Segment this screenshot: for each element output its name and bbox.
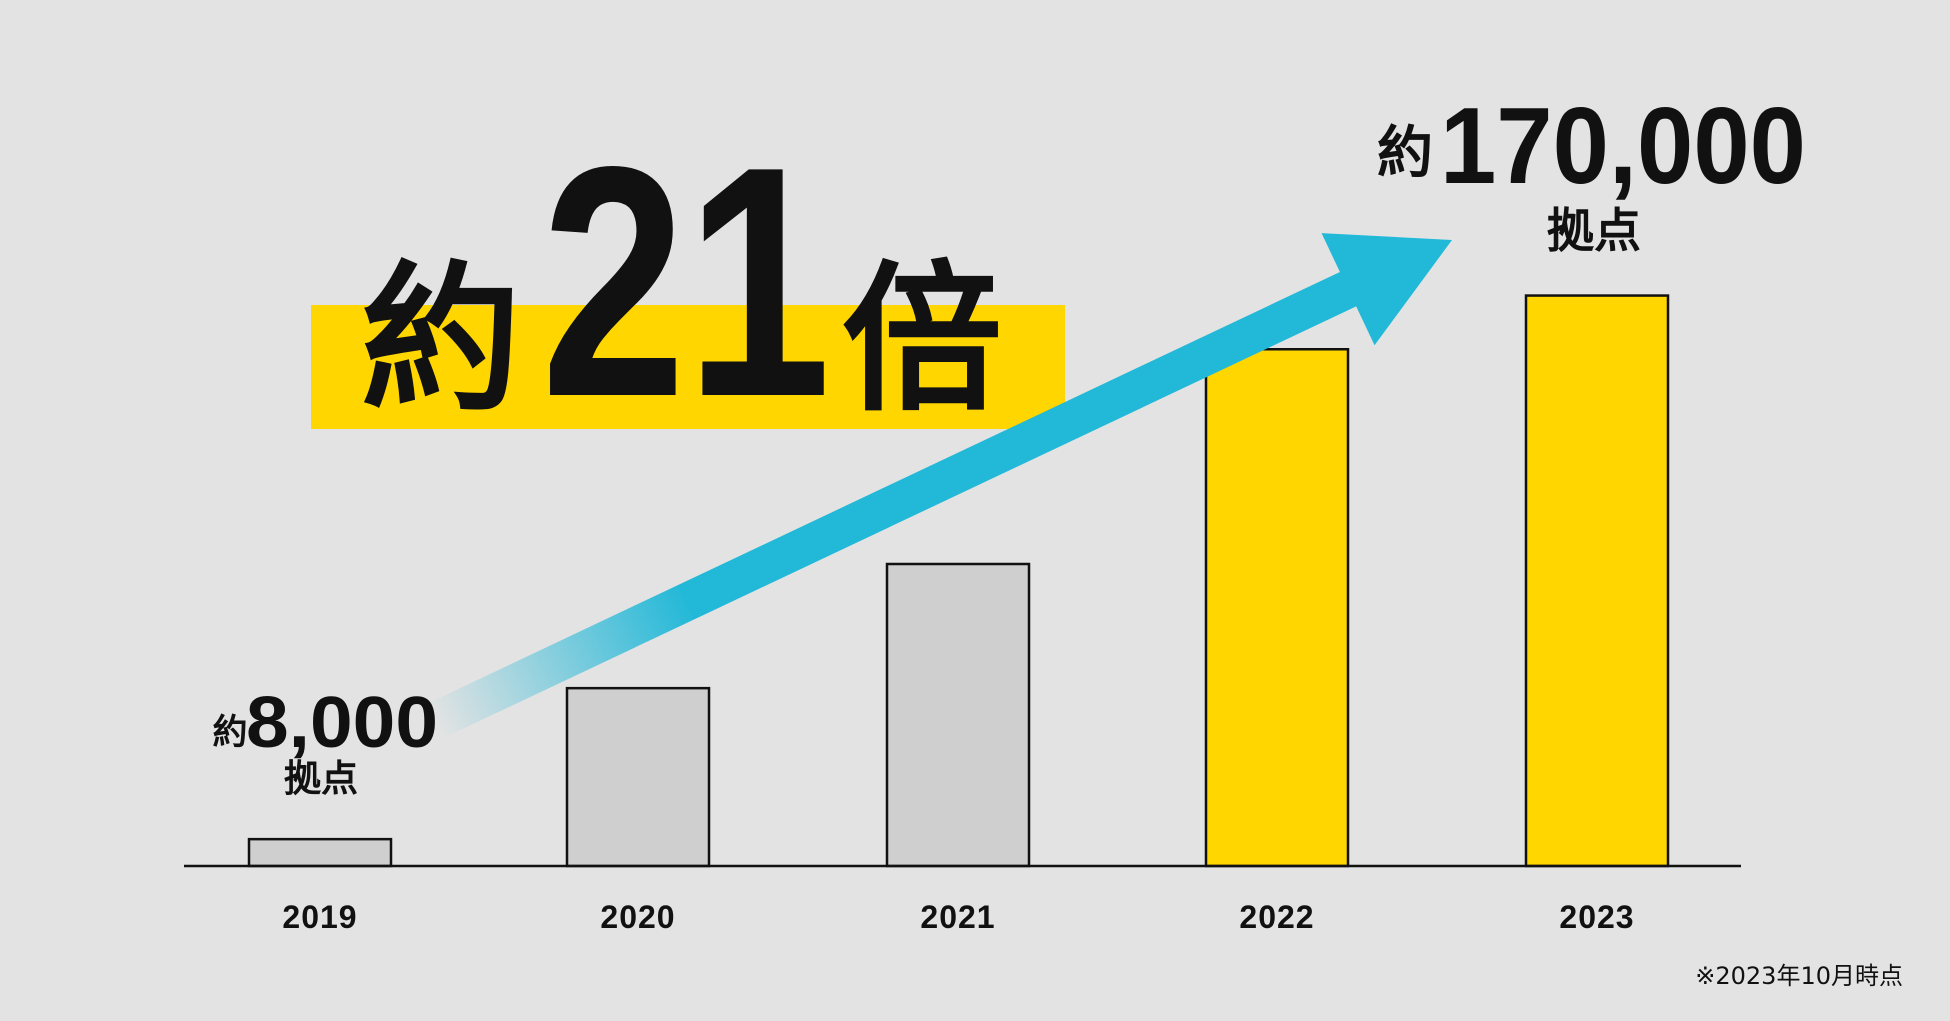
- value-label-unit: 拠点: [284, 757, 358, 800]
- headline-prefix: 約: [361, 246, 521, 433]
- value-label-prefix: 約: [212, 713, 247, 753]
- value-label: 170,000: [1440, 85, 1806, 207]
- value-label: 8,000: [246, 683, 438, 763]
- value-label-unit: 拠点: [1547, 204, 1641, 259]
- value-label-prefix: 約: [1377, 121, 1433, 186]
- x-tick-label: 2020: [600, 899, 675, 935]
- headline-highlight: [311, 305, 1065, 429]
- bar: [565, 686, 711, 868]
- bar: [885, 562, 1031, 868]
- bar: [1204, 347, 1350, 868]
- bar: [247, 837, 393, 868]
- x-tick-label: 2021: [920, 899, 995, 935]
- note: ※2023年10月時点: [1695, 962, 1903, 990]
- x-tick-label: 2022: [1239, 899, 1314, 935]
- growth-arrow: [426, 233, 1453, 739]
- headline-number: 21: [541, 98, 831, 465]
- headline-suffix: 倍: [842, 246, 1002, 433]
- x-tick-label: 2023: [1559, 899, 1634, 935]
- x-tick-label: 2019: [282, 899, 357, 935]
- bar: [1524, 294, 1670, 868]
